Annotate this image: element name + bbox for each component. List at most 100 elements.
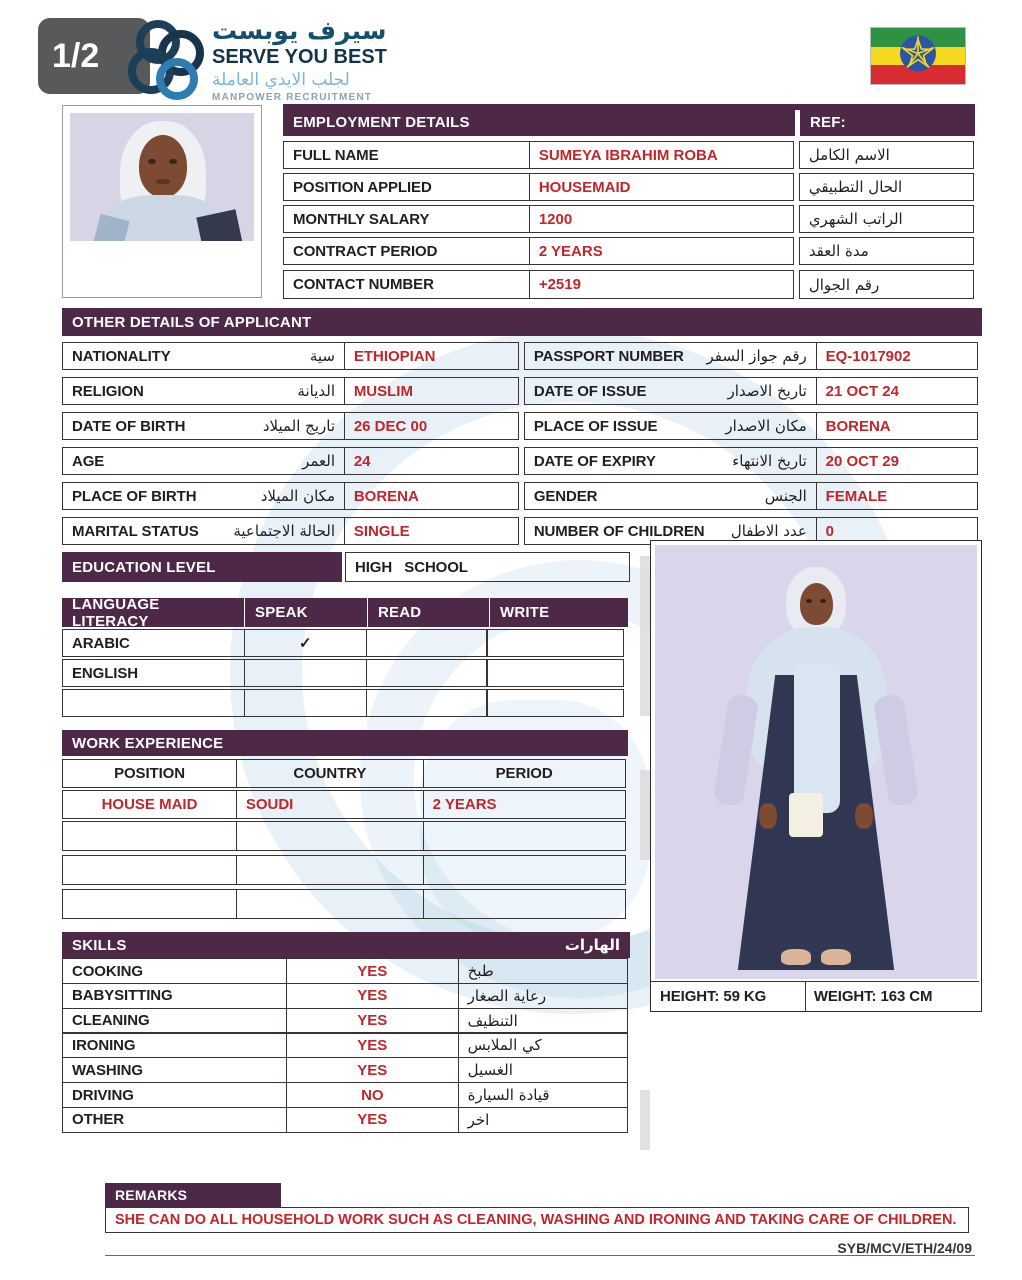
employment-arabic: مدة العقد [798,237,974,265]
detail-arabic: الجنس [764,487,807,505]
ref-header: REF: [800,108,975,136]
skill-row: IRONING YES كي الملابس [62,1032,630,1059]
skill-label: WASHING [62,1057,287,1084]
company-name-english: SERVE YOU BEST [212,46,387,68]
footer-divider [105,1255,975,1256]
employment-row: POSITION APPLIED HOUSEMAID الحال التطبيق… [283,173,975,201]
period-cell [422,855,626,885]
skill-arabic: كي الملابس [457,1032,628,1059]
skill-label: COOKING [62,958,287,984]
skill-row: COOKING YES طبخ [62,958,630,984]
detail-label: PLACE OF ISSUE [533,417,658,435]
skill-row: CLEANING YES التنظيف [62,1007,630,1034]
flag-star-emblem [899,35,937,78]
detail-label: DATE OF EXPIRY [533,452,656,470]
page-number-label: 1/2 [52,36,100,75]
position-cell [62,889,237,919]
employment-label: FULL NAME [283,141,530,169]
country-cell [235,821,424,851]
detail-value: BORENA [815,412,978,440]
detail-label: RELIGION [72,382,144,400]
company-name-block: سيرف يوبست SERVE YOU BEST لجلب الايدي ال… [212,16,442,103]
detail-value: ETHIOPIAN [343,342,519,370]
skill-label: OTHER [62,1106,287,1133]
company-name-arabic: سيرف يوبست [212,16,387,45]
skill-value: YES [285,958,459,984]
other-details-header: OTHER DETAILS OF APPLICANT [62,308,982,336]
read-cell [365,689,488,717]
period-cell [422,821,626,851]
employment-details-section: EMPLOYMENT DETAILS REF: FULL NAME SUMEYA… [283,104,975,299]
education-level-header: EDUCATION LEVEL [62,552,342,582]
employment-value: HOUSEMAID [528,173,794,201]
skill-label: DRIVING [62,1082,287,1109]
detail-row: MARITAL STATUS الحالة الاجتماعية SINGLE [62,517,519,545]
detail-label: NATIONALITY [72,347,171,365]
skill-value: YES [285,1106,459,1133]
country-cell: SOUDI [235,790,424,819]
detail-row: DATE OF EXPIRY تاريخ الانتهاء 20 OCT 29 [523,447,978,475]
company-subtitle: MANPOWER RECRUITMENT [212,92,373,103]
language-name [62,689,245,717]
speak-cell: ✓ [243,629,367,657]
employment-row: CONTACT NUMBER +2519 رقم الجوال [283,270,975,299]
position-cell: HOUSE MAID [62,790,237,819]
applicant-fullbody-photo [655,545,977,979]
write-cell [486,629,625,657]
skill-value: NO [285,1082,459,1109]
language-header-row: LANGUAGE LITERACY SPEAK READ WRITE [62,596,628,630]
work-experience-row [62,889,628,919]
skills-section: SKILLS الهارات COOKING YES طبخ BABYSITTI… [62,932,630,1133]
skill-row: DRIVING NO قيادة السيارة [62,1082,630,1109]
speak-cell [243,689,367,717]
detail-row: PLACE OF BIRTH مكان الميلاد BORENA [62,482,519,510]
employment-details-header: EMPLOYMENT DETAILS [283,108,795,136]
detail-row: DATE OF ISSUE تاريخ الاصدار 21 OCT 24 [523,377,978,405]
period-cell: 2 YEARS [422,790,626,819]
detail-row: GENDER الجنس FEMALE [523,482,978,510]
remarks-header: REMARKS [105,1183,281,1207]
skill-row: BABYSITTING YES رعاية الصغار [62,982,630,1009]
read-cell [365,629,488,657]
write-cell [486,659,625,687]
applicant-fullbody-photo-panel: HEIGHT: 59 KG WEIGHT: 163 CM [650,540,982,1012]
applicant-portrait-photo [62,105,262,298]
detail-row: RELIGION الديانة MUSLIM [62,377,519,405]
detail-label: AGE [72,452,105,470]
skill-value: YES [285,1032,459,1059]
detail-label: DATE OF BIRTH [72,417,186,435]
skill-arabic: طبخ [457,958,628,984]
position-cell [62,855,237,885]
language-name: ENGLISH [62,659,245,687]
skill-arabic: رعاية الصغار [457,982,628,1009]
detail-arabic: الحالة الاجتماعية [233,522,335,540]
country-cell [235,855,424,885]
work-experience-section: WORK EXPERIENCE POSITION COUNTRY PERIOD … [62,730,628,919]
work-experience-row [62,855,628,885]
skill-value: YES [285,1057,459,1084]
employment-row: FULL NAME SUMEYA IBRAHIM ROBA الاسم الكا… [283,141,975,169]
language-literacy-header: LANGUAGE LITERACY [62,596,245,630]
detail-row: NATIONALITY سية ETHIOPIAN [62,342,519,370]
other-details-section: OTHER DETAILS OF APPLICANT NATIONALITY س… [62,308,982,545]
skill-arabic: التنظيف [457,1007,628,1034]
scan-artifact [640,556,650,716]
skill-arabic: قيادة السيارة [457,1082,628,1109]
employment-value: 2 YEARS [528,237,794,265]
period-cell [422,889,626,919]
detail-row: AGE العمر 24 [62,447,519,475]
employment-arabic: الاسم الكامل [798,141,974,169]
detail-label: MARITAL STATUS [72,522,199,540]
employment-label: MONTHLY SALARY [283,205,530,233]
employment-arabic: رقم الجوال [798,270,974,299]
position-cell [62,821,237,851]
detail-arabic: مكان الميلاد [260,487,335,505]
period-header: PERIOD [422,759,626,788]
detail-value: 26 DEC 00 [343,412,519,440]
skill-label: IRONING [62,1032,287,1059]
education-level-value: HIGH SCHOOL [345,552,630,582]
employment-label: CONTACT NUMBER [283,270,530,299]
detail-label: NUMBER OF CHILDREN [533,522,705,540]
detail-arabic: الديانة [297,382,335,400]
